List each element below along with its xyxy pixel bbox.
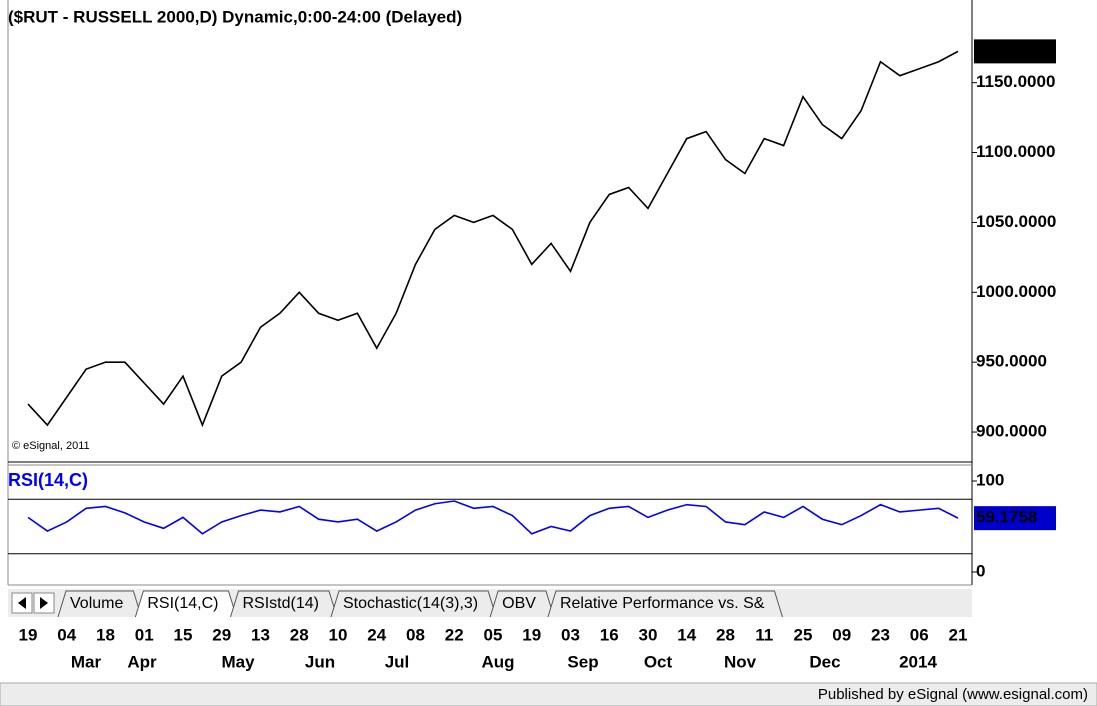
tab-shape	[230, 590, 338, 618]
tab-label: Volume	[70, 595, 123, 612]
copyright: © eSignal, 2011	[12, 440, 90, 452]
last-price-box	[974, 39, 1056, 64]
x-tick-label: 06	[910, 625, 929, 644]
tab-shape	[489, 590, 555, 618]
month-label: 2014	[899, 652, 937, 671]
x-tick-label: 16	[600, 625, 619, 644]
x-tick-label: 30	[639, 625, 658, 644]
month-label: Jun	[305, 652, 335, 671]
y-tick-label: 1000.0000	[976, 282, 1056, 301]
price-line	[27, 500, 959, 535]
x-tick-label: 09	[832, 625, 851, 644]
x-tick-label: 21	[949, 625, 968, 644]
month-label: Nov	[724, 652, 757, 671]
plot-area	[0, 0, 972, 585]
price-line	[27, 50, 959, 428]
tab[interactable]: Relative Performance vs. S&	[547, 590, 783, 618]
y-tick-label: 1150.0000	[976, 72, 1055, 91]
tab-shape	[547, 590, 783, 618]
chart-title: ($RUT - RUSSELL 2000,D) Dynamic,0:00-24:…	[8, 7, 462, 26]
tab[interactable]: Volume	[57, 590, 142, 618]
x-tick-label: 11	[755, 625, 773, 644]
x-tick-label: 29	[212, 625, 231, 644]
last-value-label: 59.1758	[976, 508, 1037, 527]
month-label: Sep	[567, 652, 598, 671]
x-tick-label: 03	[561, 625, 580, 644]
tab-shape	[134, 590, 237, 618]
month-label: Aug	[481, 652, 514, 671]
x-tick-label: 04	[57, 625, 76, 644]
x-tick-label: 18	[96, 625, 115, 644]
y-tick-label: 900.0000	[976, 422, 1047, 441]
tab[interactable]: RSIstd(14)	[230, 590, 338, 618]
x-tick-label: 13	[251, 625, 270, 644]
x-tick-label: 01	[135, 625, 154, 644]
last-value-box	[974, 506, 1056, 531]
x-tick-label: 14	[677, 625, 696, 644]
month-label: May	[221, 652, 255, 671]
y-tick-label: 0	[976, 561, 985, 580]
arrow-icon	[40, 597, 48, 609]
x-tick-label: 28	[290, 625, 309, 644]
month-label: Oct	[644, 652, 673, 671]
x-tick-label: 24	[367, 625, 386, 644]
x-tick-label: 19	[522, 625, 541, 644]
tab-shape	[57, 590, 142, 618]
tab-label: RSIstd(14)	[243, 595, 319, 612]
month-label: Apr	[127, 652, 157, 671]
x-tick-label: 15	[174, 625, 193, 644]
month-label: Jul	[385, 652, 410, 671]
indicator-label: RSI(14,C)	[8, 470, 88, 490]
x-tick-label: 05	[484, 625, 503, 644]
y-tick-label: 950.0000	[976, 352, 1047, 371]
month-label: Dec	[809, 652, 840, 671]
tab-label: Relative Performance vs. S&	[560, 595, 765, 612]
y-tick-label: 100	[976, 470, 1004, 489]
tab[interactable]: RSI(14,C)	[134, 590, 237, 618]
x-tick-label: 19	[19, 625, 38, 644]
x-tick-label: 22	[445, 625, 464, 644]
footer: Published by eSignal (www.esignal.com)	[818, 686, 1088, 703]
y-tick-label: 1050.0000	[976, 212, 1056, 231]
month-label: Mar	[71, 652, 102, 671]
arrow-icon	[18, 597, 26, 609]
axis-area	[972, 0, 1097, 585]
x-tick-label: 08	[406, 625, 425, 644]
tab-label: OBV	[502, 595, 536, 612]
tab-label: Stochastic(14(3),3)	[343, 595, 478, 612]
tab[interactable]: Stochastic(14(3),3)	[330, 590, 497, 618]
x-tick-label: 28	[716, 625, 735, 644]
last-price-label: 1172.3957	[976, 41, 1055, 60]
x-tick-label: 23	[871, 625, 890, 644]
tab[interactable]: OBV	[489, 590, 555, 618]
status-bar	[0, 682, 1097, 706]
y-tick-label: 1100.0000	[976, 142, 1055, 161]
x-tick-label: 10	[329, 625, 348, 644]
tab-shape	[330, 590, 497, 618]
tab-label: RSI(14,C)	[147, 595, 218, 612]
x-tick-label: 25	[794, 625, 813, 644]
